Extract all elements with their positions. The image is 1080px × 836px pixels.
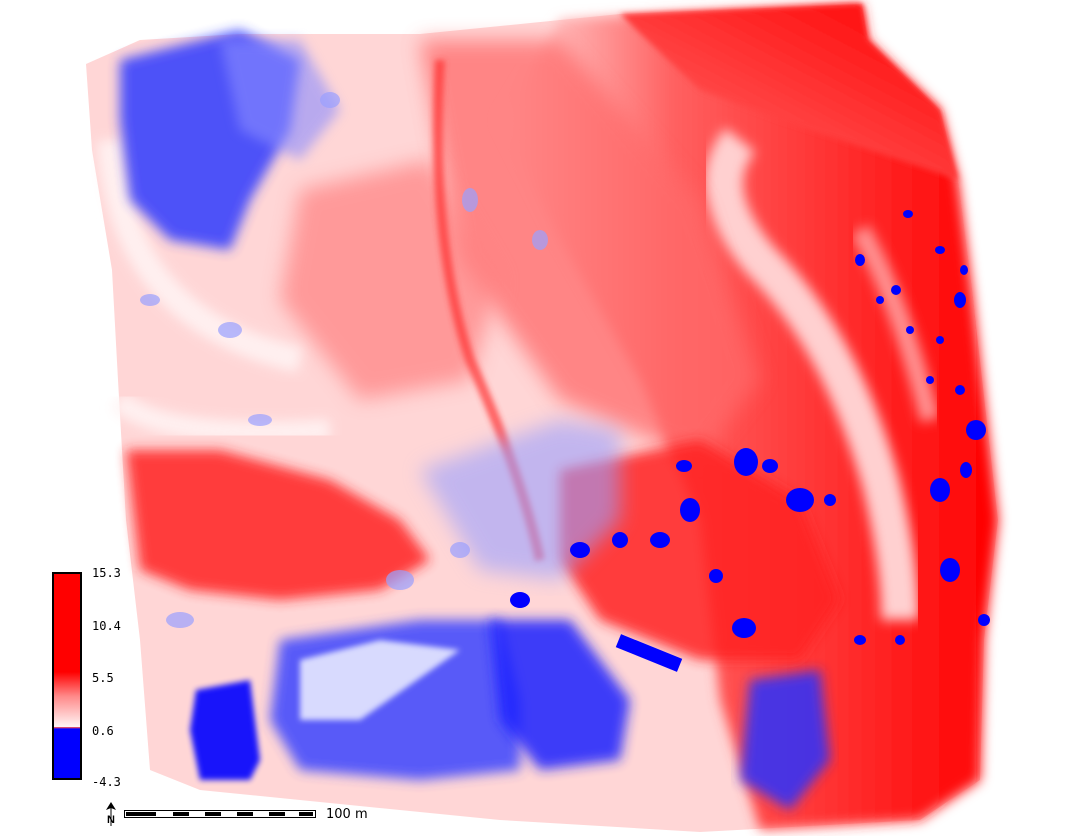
north-arrow-icon: N: [106, 802, 116, 826]
legend-tick-max: 15.3: [92, 566, 121, 580]
scale-bar: [124, 810, 316, 818]
north-letter: N: [107, 814, 115, 826]
legend-tick: 0.6: [92, 724, 114, 738]
legend-tick: 10.4: [92, 619, 121, 633]
legend-tick-min: -4.3: [92, 775, 121, 789]
blue-area-bottom-left: [190, 680, 260, 780]
colorbar-legend: [52, 572, 82, 780]
scale-label: 100 m: [326, 807, 368, 822]
legend-tick: 5.5: [92, 671, 114, 685]
blue-blobs: [510, 210, 990, 672]
